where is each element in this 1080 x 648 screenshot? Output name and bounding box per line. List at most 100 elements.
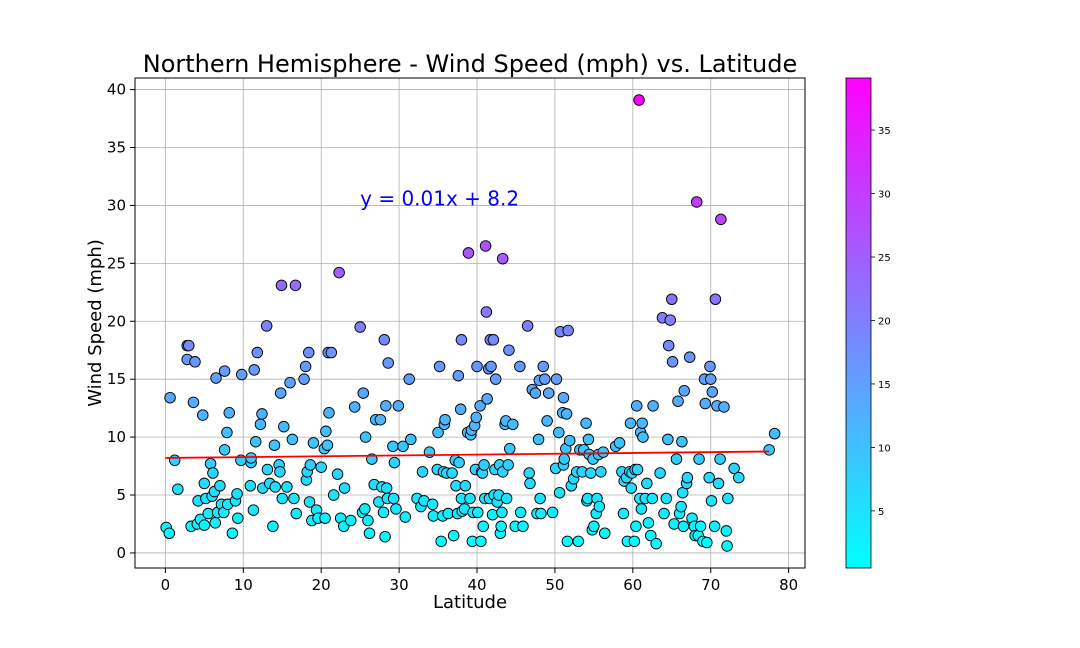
y-tick-label: 40: [107, 81, 126, 99]
scatter-point: [198, 519, 211, 531]
x-tick-label: 70: [701, 576, 720, 594]
scatter-point: [426, 498, 439, 511]
scatter-point: [561, 535, 574, 548]
scatter-point: [537, 360, 549, 373]
scatter-point: [721, 540, 733, 552]
scatter-point: [541, 415, 553, 427]
scatter-point: [708, 520, 721, 533]
y-tick-label: 20: [107, 312, 126, 330]
scatter-point: [500, 492, 513, 505]
scatter-point: [256, 408, 268, 420]
scatter-point: [550, 373, 563, 385]
scatter-point: [390, 503, 402, 515]
scatter-point: [495, 520, 507, 533]
scatter-point: [452, 369, 465, 382]
y-tick-label: 15: [107, 370, 126, 388]
scatter-point: [733, 471, 745, 484]
scatter-point: [221, 426, 233, 439]
scatter-point: [546, 506, 559, 519]
y-tick-label: 30: [107, 196, 126, 214]
scatter-point: [274, 466, 286, 478]
scatter-point: [699, 397, 712, 410]
x-tick-label: 30: [390, 576, 409, 594]
scatter-point: [728, 462, 740, 475]
scatter-point: [235, 368, 248, 381]
scatter-point: [763, 444, 775, 456]
scatter-point: [439, 413, 451, 426]
scatter-point: [470, 411, 482, 424]
scatter-point: [475, 535, 487, 548]
scatter-point: [481, 393, 493, 405]
scatter-point: [210, 372, 222, 384]
scatter-point: [357, 387, 370, 399]
scatter-point: [359, 431, 372, 443]
scatter-point: [580, 417, 592, 429]
scatter-point: [459, 480, 472, 492]
scatter-point: [299, 360, 312, 373]
scatter-point: [633, 94, 645, 106]
scatter-point: [478, 459, 490, 471]
scatter-point: [585, 467, 597, 479]
scatter-point: [593, 500, 606, 513]
scatter-point: [539, 373, 551, 385]
chart-title: Northern Hemisphere - Wind Speed (mph) v…: [143, 50, 798, 78]
scatter-point: [281, 481, 293, 493]
scatter-point: [380, 400, 392, 412]
scatter-point: [315, 461, 327, 473]
regression-layer: [165, 450, 770, 459]
scatter-point: [278, 420, 290, 433]
y-tick-label: 25: [107, 254, 126, 272]
grid-lines: [135, 78, 805, 568]
x-tick-label: 0: [161, 576, 171, 594]
colorbar-tick-label: 25: [878, 253, 891, 264]
scatter-point: [399, 511, 412, 523]
scatter-point: [706, 386, 719, 398]
scatter-point: [479, 240, 492, 252]
scatter-point: [529, 387, 542, 399]
x-axis-ticks: 0 10 20 30 40 50 60 70 80: [161, 568, 798, 594]
scatter-point: [232, 512, 244, 524]
scatter-point: [303, 496, 316, 508]
scatter-point: [432, 426, 444, 439]
scatter-point: [377, 506, 390, 519]
scatter-point: [261, 463, 274, 476]
scatter-point: [338, 482, 351, 494]
scatter-point: [183, 339, 195, 352]
scatter-point: [327, 489, 340, 501]
scatter-point: [630, 400, 643, 412]
scatter-point: [507, 418, 519, 431]
scatter-point: [503, 442, 516, 455]
scatter-point: [485, 360, 497, 373]
scatter-point: [588, 520, 600, 533]
scatter-point: [387, 492, 400, 505]
scatter-point: [286, 433, 299, 446]
scatter-point: [637, 431, 649, 443]
scatter-point: [597, 446, 609, 458]
scatter-point: [416, 466, 429, 478]
scatter-point: [650, 537, 662, 550]
scatter-point: [658, 507, 670, 520]
scatter-point: [231, 488, 243, 500]
scatter-point: [644, 529, 657, 542]
scatter-point: [636, 417, 648, 429]
scatter-point: [163, 527, 176, 539]
scatter-point: [625, 482, 638, 494]
scatter-point: [487, 334, 500, 346]
scatter-point: [382, 357, 394, 369]
scatter-point: [284, 376, 296, 389]
scatter-point: [670, 453, 683, 465]
scatter-point: [362, 514, 374, 527]
scatter-point: [333, 266, 345, 279]
regression-equation: y = 0.01x + 8.2: [360, 186, 519, 210]
scatter-point: [168, 454, 181, 467]
scatter-point: [563, 434, 576, 447]
scatter-point: [668, 518, 680, 530]
scatter-point: [489, 373, 502, 385]
scatter-point: [662, 339, 675, 352]
scatter-point: [662, 433, 674, 446]
scatter-point: [678, 385, 690, 397]
scatter-point: [718, 401, 730, 413]
scatter-point: [474, 400, 486, 412]
scatter-point: [628, 535, 641, 548]
regression-line: [165, 450, 770, 459]
